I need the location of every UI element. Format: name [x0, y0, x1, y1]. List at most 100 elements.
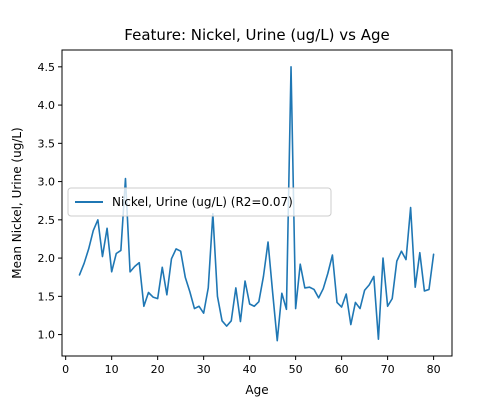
data-point: [410, 207, 412, 209]
data-point: [180, 250, 182, 252]
x-tick-label: 70: [381, 363, 395, 376]
data-point: [424, 290, 426, 292]
y-tick-label: 4.0: [38, 99, 56, 112]
y-tick-label: 1.5: [38, 290, 56, 303]
data-point: [120, 250, 122, 252]
data-point: [88, 248, 90, 250]
data-point: [258, 301, 260, 303]
data-point: [359, 308, 361, 310]
chart-title: Feature: Nickel, Urine (ug/L) vs Age: [124, 26, 389, 44]
data-point: [134, 266, 136, 268]
series-line-0: [78, 66, 435, 342]
data-point: [401, 250, 403, 252]
data-point: [240, 321, 242, 323]
data-point: [378, 338, 380, 340]
x-tick-label: 20: [151, 363, 165, 376]
data-point: [125, 178, 127, 180]
data-point: [350, 324, 352, 326]
data-point: [387, 305, 389, 307]
data-point: [419, 252, 421, 254]
x-tick-label: 0: [62, 363, 69, 376]
data-point: [175, 248, 177, 250]
data-point: [332, 254, 334, 256]
x-tick-label: 50: [289, 363, 303, 376]
data-point: [115, 253, 117, 255]
data-point: [299, 263, 301, 265]
data-point: [336, 302, 338, 304]
data-point: [322, 288, 324, 290]
data-point: [327, 273, 329, 275]
y-tick-label: 3.0: [38, 176, 56, 189]
data-point: [102, 256, 104, 258]
data-point: [433, 253, 435, 255]
y-tick-label: 3.5: [38, 137, 56, 150]
data-point: [171, 258, 173, 260]
y-tick-label: 1.0: [38, 329, 56, 342]
x-axis-ticks: 0 10 20 30 40 50 60 70 80: [62, 356, 441, 376]
y-tick-label: 4.5: [38, 61, 56, 74]
legend: Nickel, Urine (ug/L) (R2=0.07): [67, 187, 332, 217]
data-point: [143, 305, 145, 307]
data-point: [79, 274, 81, 276]
data-point: [272, 292, 274, 294]
x-tick-label: 80: [427, 363, 441, 376]
data-point: [276, 340, 278, 342]
data-point: [207, 287, 209, 289]
y-axis-label: Mean Nickel, Urine (ug/L): [10, 127, 24, 278]
data-point: [428, 289, 430, 291]
data-point: [189, 291, 191, 293]
data-point: [226, 325, 228, 327]
data-point: [184, 276, 186, 278]
data-point: [318, 297, 320, 299]
data-point: [253, 305, 255, 307]
data-point: [83, 263, 85, 265]
x-tick-label: 30: [197, 363, 211, 376]
data-point: [281, 292, 283, 294]
data-point: [166, 294, 168, 296]
data-point: [97, 219, 99, 221]
x-tick-label: 40: [243, 363, 257, 376]
x-axis-label: Age: [245, 383, 268, 397]
data-point: [263, 276, 265, 278]
data-point: [235, 287, 237, 289]
data-point: [267, 241, 269, 243]
data-point: [313, 289, 315, 291]
data-point: [396, 260, 398, 262]
data-point: [355, 302, 357, 304]
data-point: [391, 298, 393, 300]
data-point: [198, 305, 200, 307]
data-point: [230, 320, 232, 322]
data-point: [373, 276, 375, 278]
data-point: [304, 287, 306, 289]
x-tick-label: 60: [335, 363, 349, 376]
data-point: [286, 309, 288, 311]
series-layer: [78, 66, 435, 342]
data-point: [405, 259, 407, 261]
data-point: [364, 289, 366, 291]
x-tick-label: 10: [105, 363, 119, 376]
data-point: [345, 293, 347, 295]
legend-label: Nickel, Urine (ug/L) (R2=0.07): [112, 195, 293, 209]
data-point: [368, 284, 370, 286]
legend-box: [67, 187, 332, 217]
data-point: [161, 266, 163, 268]
data-point: [341, 306, 343, 308]
y-axis-ticks: 1.0 1.5 2.0 2.5 3.0 3.5 4.0 4.5: [38, 61, 62, 342]
data-point: [382, 257, 384, 259]
data-point: [152, 296, 154, 298]
data-point: [290, 66, 292, 68]
data-point: [221, 320, 223, 322]
y-tick-label: 2.5: [38, 214, 56, 227]
data-point: [203, 312, 205, 314]
data-point: [194, 308, 196, 310]
data-point: [157, 298, 159, 300]
data-point: [111, 271, 113, 273]
data-point: [249, 303, 251, 305]
plot-frame: [61, 49, 453, 357]
data-point: [92, 230, 94, 232]
data-point: [217, 296, 219, 298]
data-point: [414, 286, 416, 288]
data-point: [148, 292, 150, 294]
